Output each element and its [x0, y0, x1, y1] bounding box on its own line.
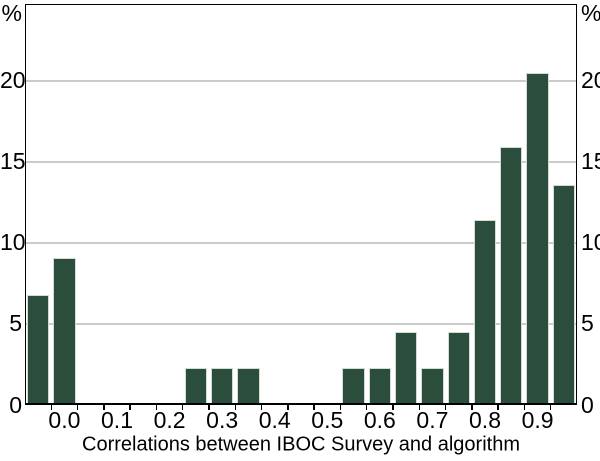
histogram-bar [237, 367, 260, 405]
x-minor-tick [392, 405, 394, 410]
x-tick-label-0.8: 0.8 [469, 407, 501, 433]
plot-area [25, 4, 577, 405]
x-minor-tick [365, 405, 368, 410]
histogram-bar [53, 257, 76, 405]
x-minor-tick [549, 405, 552, 410]
x-tick-label-0.6: 0.6 [363, 407, 396, 433]
y-tick-label-0: 0 [581, 391, 594, 418]
histogram-bar [552, 184, 575, 405]
x-minor-tick [418, 405, 421, 410]
x-minor-tick [260, 405, 263, 410]
x-tick-label-0.4: 0.4 [258, 407, 291, 433]
x-minor-tick [339, 405, 342, 410]
y-tick-label-20: 20 [581, 67, 600, 94]
x-tick-label-0.2: 0.2 [153, 407, 186, 433]
gridline-10 [25, 242, 577, 244]
x-minor-tick [313, 405, 315, 410]
x-minor-tick [181, 405, 184, 410]
y-tick-label-10: 10 [0, 229, 26, 256]
x-tick-label-0.9: 0.9 [521, 407, 554, 433]
y-tick-label-15: 15 [0, 148, 26, 175]
x-minor-tick [50, 405, 53, 410]
x-minor-tick [234, 405, 237, 410]
y-tick-label-20: 20 [0, 67, 26, 94]
histogram-bar [500, 147, 523, 405]
x-tick-label-0.3: 0.3 [206, 407, 239, 433]
y-axis-unit-left: % [1, 0, 22, 26]
x-minor-tick [155, 405, 158, 410]
gridline-5 [25, 323, 577, 325]
histogram-bar [184, 367, 207, 405]
histogram-bar [26, 294, 50, 405]
histogram-bar [526, 72, 549, 405]
histogram-bar [395, 332, 418, 405]
x-tick-label-0.5: 0.5 [311, 407, 344, 433]
y-tick-label-0: 0 [9, 391, 22, 418]
histogram-bar [447, 332, 470, 405]
x-axis-title: Correlations between IBOC Survey and alg… [82, 433, 520, 456]
histogram-bar [368, 367, 391, 405]
x-minor-tick [287, 405, 289, 410]
x-minor-tick [208, 405, 210, 410]
x-minor-tick [76, 405, 79, 410]
histogram-bar [211, 367, 234, 405]
gridline-20 [25, 80, 577, 82]
x-minor-tick [103, 405, 105, 410]
x-minor-tick [129, 405, 131, 410]
x-minor-tick [444, 405, 447, 410]
x-tick-label-0.0: 0.0 [48, 407, 81, 433]
x-minor-tick [523, 405, 526, 410]
histogram-bar [473, 220, 497, 405]
y-axis-unit-right: % [581, 0, 600, 26]
x-tick-label-0.7: 0.7 [416, 407, 449, 433]
x-tick-label-0.1: 0.1 [101, 407, 133, 433]
x-minor-tick [497, 405, 499, 410]
y-tick-label-15: 15 [581, 148, 600, 175]
histogram-bar [421, 367, 444, 405]
y-tick-label-10: 10 [581, 229, 600, 256]
gridline-15 [25, 161, 577, 163]
histogram-bar [342, 367, 365, 405]
y-tick-label-5: 5 [9, 310, 22, 337]
y-tick-label-5: 5 [581, 310, 594, 337]
x-minor-tick [471, 405, 473, 410]
